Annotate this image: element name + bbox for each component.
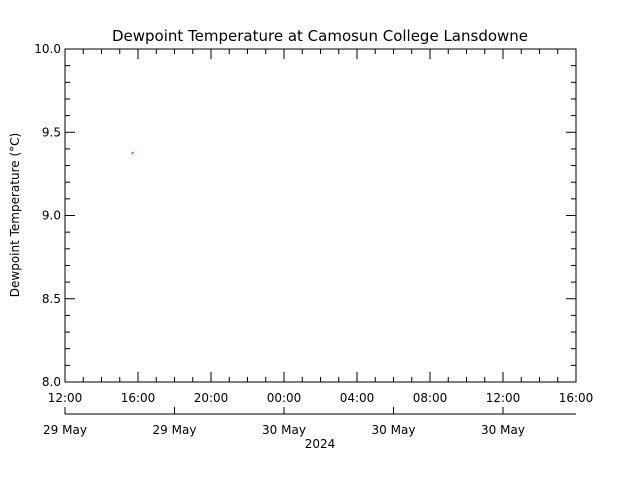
date-tick-label: 29 May [43, 423, 87, 437]
x-tick-label: 08:00 [413, 391, 448, 405]
y-tick-label: 9.0 [42, 209, 61, 223]
y-tick-label: 10.0 [34, 42, 61, 56]
x-tick-label: 20:00 [194, 391, 229, 405]
y-tick-label: 9.5 [42, 125, 61, 139]
x-tick-label: 12:00 [48, 391, 83, 405]
x-tick-label: 00:00 [267, 391, 302, 405]
date-tick-label: 30 May [262, 423, 306, 437]
x-tick-label: 04:00 [340, 391, 375, 405]
y-axis-label: Dewpoint Temperature (°C) [8, 133, 22, 297]
date-tick-label: 30 May [481, 423, 525, 437]
dewpoint-data-point [131, 153, 133, 155]
chart-title: Dewpoint Temperature at Camosun College … [112, 27, 528, 45]
date-tick-label: 30 May [372, 423, 416, 437]
y-tick-label: 8.5 [42, 292, 61, 306]
x-tick-label: 16:00 [559, 391, 594, 405]
plot-frame [64, 48, 577, 383]
x-axis-label: 2024 [305, 437, 336, 451]
y-tick-label: 8.0 [42, 375, 61, 389]
date-tick-label: 29 May [153, 423, 197, 437]
dewpoint-data-point [132, 151, 135, 153]
x-tick-label: 16:00 [121, 391, 156, 405]
axes: 8.0 8.5 9.0 9.5 10.0 12:00 16:00 20:00 00:00 04:0… [34, 42, 593, 437]
x-tick-label: 12:00 [486, 391, 521, 405]
series-layer [131, 151, 135, 155]
